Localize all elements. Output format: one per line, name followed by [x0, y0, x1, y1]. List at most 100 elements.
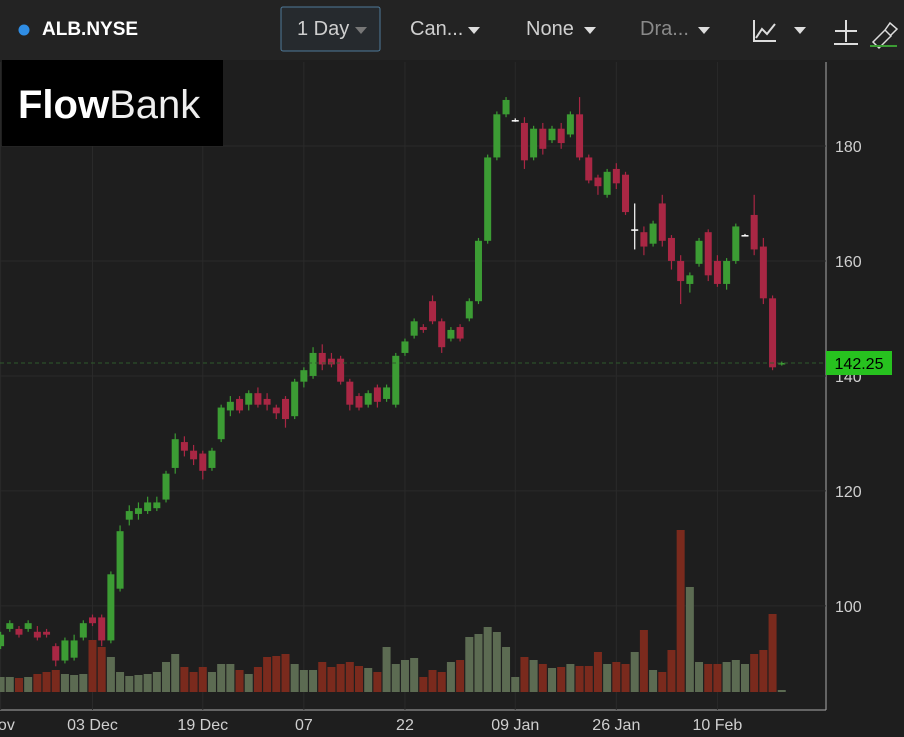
candle-body [355, 396, 363, 408]
volume-bar [410, 658, 419, 692]
candle-body [236, 398, 244, 411]
toolbar: ALB.NYSE 1 Day Can... None Dra... [0, 0, 904, 61]
price-label: 142.25 [835, 356, 884, 373]
x-tick-label: Nov [0, 717, 15, 734]
indicator[interactable]: None [526, 18, 574, 40]
interval[interactable]: 1 Day [297, 18, 350, 40]
chart-type[interactable]: Can... [410, 18, 464, 40]
candle-body [199, 453, 207, 471]
volume-bar [143, 674, 152, 692]
volume-bar [419, 677, 428, 692]
volume-bar [492, 632, 501, 692]
caret [794, 27, 806, 34]
candle-body [245, 393, 253, 405]
caret [698, 27, 710, 34]
candle-body [410, 321, 418, 336]
volume-bar [575, 666, 584, 692]
volume-bar [465, 637, 474, 692]
candle-body [566, 114, 574, 135]
volume-bar [621, 664, 630, 692]
volume-bar [685, 587, 694, 692]
volume-bar [42, 672, 51, 692]
volume-bar [529, 660, 538, 692]
candle-body [263, 398, 271, 405]
candle-body [686, 275, 694, 284]
interval-box[interactable] [280, 6, 381, 52]
volume-bar [327, 667, 336, 692]
logo-box [2, 60, 223, 146]
volume-bar [630, 652, 639, 692]
volume-bar [79, 674, 88, 692]
volume-bar [299, 670, 308, 692]
candle-body [79, 623, 87, 638]
y-tick-label: 180 [835, 139, 862, 156]
logo-light: Bank [109, 83, 201, 127]
volume-bar [0, 677, 5, 692]
volume-bar [180, 667, 189, 692]
candle-body [741, 235, 749, 237]
volume-bar [400, 660, 409, 692]
candle-body [208, 450, 216, 468]
volume-bar [557, 667, 566, 692]
logo-bold: Flow [18, 83, 110, 127]
volume-bar [649, 670, 658, 692]
candle-body [769, 298, 777, 368]
chart-bg [0, 60, 904, 737]
x-tick-label: 03 Dec [67, 717, 118, 734]
crosshair-icon[interactable] [834, 20, 858, 45]
candle-body [778, 363, 786, 365]
volume-bar [152, 672, 161, 692]
volume-bar [456, 660, 465, 692]
volume-bar [290, 664, 299, 692]
volume-bar [566, 664, 575, 692]
candle-body [438, 321, 446, 348]
volume-bar [309, 670, 318, 692]
candle-body [180, 442, 188, 451]
volume-bar [281, 654, 290, 692]
volume-bar [483, 627, 492, 692]
candle-body [658, 203, 666, 241]
candle-body [539, 128, 547, 149]
x-tick-label: 22 [396, 717, 414, 734]
candle-body [70, 640, 78, 658]
candle-body [401, 341, 409, 353]
candle-body [603, 171, 611, 195]
candle-body [622, 174, 630, 213]
draw-tool-icon[interactable] [871, 21, 899, 50]
volume-bar [722, 662, 731, 692]
volume-bar [704, 664, 713, 692]
candle-body [300, 370, 308, 382]
status-dot [18, 24, 30, 36]
x-tick-label: 26 Jan [592, 717, 640, 734]
volume-bar [740, 664, 749, 692]
candle-body [465, 301, 473, 319]
candle-body [217, 407, 225, 440]
volume-bar [474, 634, 483, 692]
candle-body [456, 327, 464, 339]
candle-body [281, 398, 289, 420]
candle-body [116, 531, 124, 589]
candle-body [107, 574, 115, 641]
volume-bar [116, 672, 125, 692]
volume-bar [355, 666, 364, 692]
volume-bar [24, 677, 33, 692]
caret [468, 27, 480, 34]
volume-bar [667, 650, 676, 692]
candle-body [144, 502, 152, 512]
volume-bar [97, 647, 106, 692]
candle-body [759, 246, 767, 299]
candle-body [520, 122, 528, 161]
drawing[interactable]: Dra... [640, 18, 689, 40]
chart-icon[interactable] [753, 20, 776, 42]
candle-body [502, 99, 510, 115]
symbol[interactable]: ALB.NYSE [42, 19, 139, 40]
volume-bar [88, 640, 97, 692]
candle-body [0, 634, 5, 647]
candle-body [548, 128, 556, 141]
volume-bar [639, 630, 648, 692]
candle-body [98, 617, 106, 641]
volume-bar [217, 664, 226, 692]
x-tick-label: 07 [295, 717, 313, 734]
volume-bar [593, 652, 602, 692]
